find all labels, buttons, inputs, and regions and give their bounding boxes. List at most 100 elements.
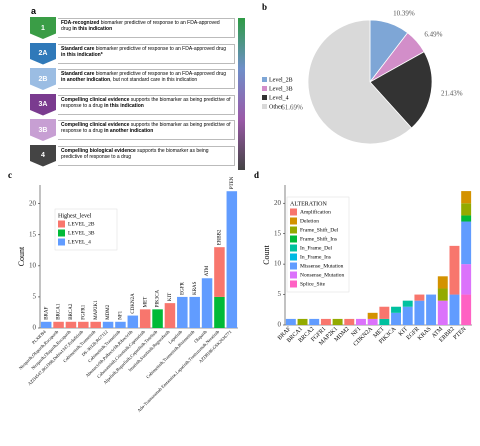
- bar-segment: [127, 315, 139, 328]
- level-row: 3A Compelling clinical evidence supports …: [30, 93, 235, 116]
- level-text: , but not standard care in this indicati…: [110, 77, 198, 83]
- x-tick-label: PTEN: [453, 326, 468, 341]
- bar-segment: [356, 318, 366, 325]
- bar-segment: [309, 318, 320, 325]
- bar-label: FGFR1: [81, 304, 86, 320]
- level-description: Compelling biological evidence supports …: [58, 145, 235, 166]
- level-text: in this indication: [104, 102, 144, 109]
- bar-label: KIT: [168, 293, 173, 301]
- x-tick-label: KRAS: [417, 326, 433, 342]
- level-text: in another indication: [61, 77, 111, 83]
- legend-label: In_Frame_Del: [300, 245, 333, 251]
- bar-label: ERBB2: [218, 229, 223, 245]
- level-text: Compelling biological evidence: [61, 147, 136, 154]
- level-text: in this indication*: [61, 51, 103, 58]
- bar-segment: [214, 296, 225, 328]
- bar-label: MDM2: [106, 304, 111, 320]
- y-tick-label: 20: [29, 199, 37, 207]
- bar-segment: [297, 318, 308, 325]
- bar-segment: [139, 309, 151, 328]
- level-badge: 2A: [30, 42, 56, 65]
- y-tick-label: 15: [274, 229, 282, 237]
- level-row: 3B Compelling clinical evidence supports …: [30, 119, 235, 141]
- bar-label: KRAS: [193, 281, 198, 295]
- bar-segment: [189, 296, 200, 328]
- legend-swatch: [290, 226, 297, 234]
- bar-label: PIK3CA: [156, 289, 161, 307]
- bar-segment: [414, 294, 425, 301]
- bar-segment: [402, 300, 413, 307]
- legend-swatch: [262, 86, 267, 91]
- y-axis-title: Count: [262, 244, 271, 264]
- level-text: Compelling clinical evidence: [61, 96, 130, 103]
- y-tick-label: 0: [278, 321, 282, 329]
- level-text: biomarker predictive of response to an F…: [94, 71, 227, 77]
- level-description: Compelling clinical evidence supports th…: [58, 94, 235, 115]
- level-badge: 3B: [30, 119, 56, 141]
- x-tick-label: NF1: [351, 326, 363, 338]
- legend-label: Splice_Site: [300, 281, 326, 287]
- level-text: Standard care: [61, 45, 95, 52]
- legend-label: Frame_Shift_Ins: [300, 235, 337, 242]
- bar-label: PTEN: [230, 176, 235, 189]
- bar-label: NF1: [119, 310, 124, 319]
- bar-segment: [65, 321, 77, 328]
- legend-label: Deletion: [300, 218, 319, 224]
- bar-segment: [449, 294, 460, 325]
- pie-value-label: 61.69%: [281, 103, 303, 111]
- level-text: in another indication: [104, 128, 154, 134]
- bar-segment: [177, 296, 188, 328]
- legend-swatch: [290, 244, 297, 252]
- level-text: biomarker predictive of response to an F…: [94, 45, 227, 52]
- level-gradient-arrow: [238, 18, 245, 170]
- legend-swatch: [262, 104, 267, 109]
- bar-segment: [285, 318, 296, 325]
- level-description: Compelling clinical evidence supports th…: [58, 120, 235, 140]
- level-row: 2A Standard care biomarker predictive of …: [30, 42, 235, 65]
- legend-label: Frame_Shift_Del: [300, 226, 339, 233]
- bar-segment: [461, 264, 472, 295]
- bar-label: MAP2K1: [94, 300, 99, 320]
- level-badge: 1: [30, 17, 56, 39]
- bar-segment: [320, 318, 331, 325]
- level-text: supports the biomarker as being predicti…: [61, 96, 231, 109]
- bar-label: ATM: [205, 265, 210, 276]
- bar-segment: [90, 321, 101, 328]
- bar-label: MET: [143, 297, 148, 308]
- bar-segment: [102, 321, 114, 328]
- legend-title: ALTERATION: [290, 201, 327, 207]
- level-text: Standard care: [61, 71, 95, 77]
- legend-label: Nonsense_Mutation: [300, 272, 345, 278]
- pie-value-label: 10.39%: [393, 9, 415, 17]
- panel-label: b: [262, 2, 267, 12]
- pie-slice: [369, 51, 433, 129]
- bar-label: BRCA2: [69, 303, 74, 320]
- panel-label: c: [8, 170, 12, 180]
- legend-label: Amplification: [300, 208, 331, 215]
- legend-swatch: [58, 229, 65, 237]
- level-row: 1 FDA-recognized biomarker predictive of …: [30, 17, 235, 39]
- legend-swatch: [290, 235, 297, 243]
- legend-swatch: [262, 77, 267, 82]
- bar-segment: [437, 300, 448, 325]
- bar-segment: [214, 247, 225, 297]
- bar-segment: [391, 306, 401, 313]
- legend-swatch: [290, 262, 297, 270]
- level-description: FDA-recognized biomarker predictive of r…: [58, 18, 235, 38]
- x-tick-label: KIT: [398, 326, 410, 338]
- bar-segment: [379, 318, 390, 325]
- panel-label: a: [31, 6, 37, 16]
- pie-slice: [307, 19, 413, 145]
- bar-segment: [164, 303, 176, 328]
- level-text: in this indication: [72, 26, 113, 32]
- bar-segment: [201, 278, 213, 328]
- bar-segment: [437, 276, 448, 289]
- level-text: supports the biomarker as being predicti…: [61, 147, 209, 160]
- level-text: FDA-recognized: [61, 20, 100, 26]
- y-axis-title: Count: [17, 246, 26, 266]
- level-description: Standard care biomarker predictive of re…: [58, 43, 235, 64]
- legend-label: Level_2B: [269, 77, 293, 83]
- bar-segment: [344, 318, 355, 325]
